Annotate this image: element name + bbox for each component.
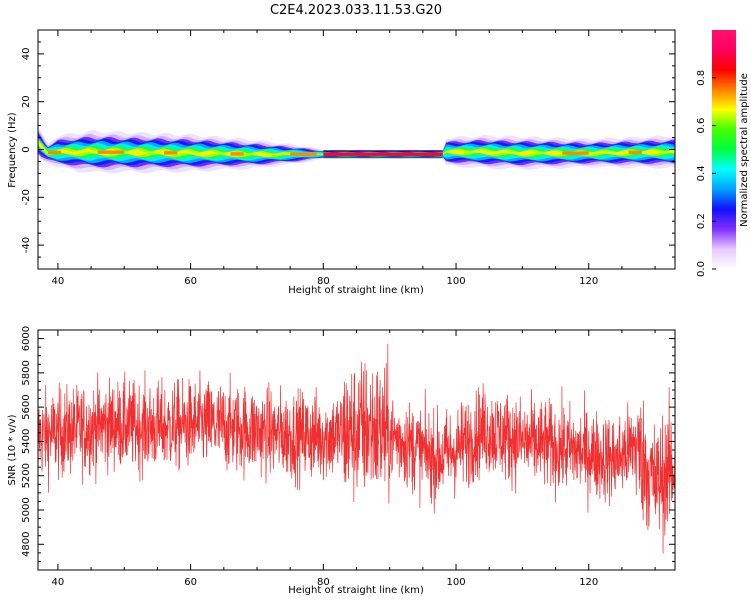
x-tick-label: 100 xyxy=(446,276,465,287)
snr-series-line xyxy=(38,343,675,554)
x-tick-label: 60 xyxy=(184,276,197,287)
colorbar-tick-label: 0.6 xyxy=(696,118,707,134)
y-tick-label: 5200 xyxy=(21,463,32,488)
x-tick-label: 120 xyxy=(579,276,598,287)
colorbar-tick-label: 0.8 xyxy=(696,70,707,86)
colorbar: 0.0 0.2 0.4 0.6 0.8 Normalized spectral ampl… xyxy=(696,30,750,277)
ridge-core xyxy=(97,150,125,154)
y-tick-label: 6000 xyxy=(21,326,32,351)
ridge-core xyxy=(47,150,62,155)
snr-y-ticks: 4800 5000 5200 5400 5600 5800 6000 xyxy=(21,326,675,571)
spectrogram-ridge xyxy=(38,128,675,174)
ridge-core xyxy=(230,152,244,156)
x-tick-label: 120 xyxy=(579,577,598,588)
spectrogram-x-label: Height of straight line (km) xyxy=(288,285,424,296)
y-tick-label: 40 xyxy=(21,48,32,61)
snr-panel: 40 60 80 100 120 4800 5000 5200 5400 5600 5800 600… xyxy=(7,326,676,596)
x-tick-label: 60 xyxy=(184,577,197,588)
spectrogram-y-label: Frequency (Hz) xyxy=(7,112,18,188)
y-tick-label: 5800 xyxy=(21,360,32,385)
spectrogram-panel: 40 60 80 100 120 -40 -20 0 20 40 Height of strai… xyxy=(7,29,676,296)
x-tick-label: 80 xyxy=(317,276,330,287)
ridge-core xyxy=(323,152,443,156)
y-tick-label: 0 xyxy=(21,146,32,152)
y-tick-label: -20 xyxy=(21,189,32,205)
y-tick-label: -40 xyxy=(21,237,32,253)
spectrogram-x-ticks: 40 60 80 100 120 xyxy=(52,30,656,287)
x-tick-label: 100 xyxy=(446,577,465,588)
spectrogram-y-ticks: -40 -20 0 20 40 xyxy=(21,29,675,270)
y-tick-label: 5000 xyxy=(21,497,32,522)
y-tick-label: 5600 xyxy=(21,394,32,419)
snr-x-label: Height of straight line (km) xyxy=(288,585,424,596)
colorbar-tick-label: 0.4 xyxy=(696,165,707,181)
ridge-core xyxy=(290,152,317,156)
colorbar-tick-label: 0.2 xyxy=(696,213,707,229)
x-tick-label: 80 xyxy=(317,577,330,588)
ridge-core xyxy=(628,150,642,155)
x-tick-label: 40 xyxy=(52,577,65,588)
colorbar-gradient xyxy=(712,30,736,269)
snr-x-ticks: 40 60 80 100 120 xyxy=(52,330,656,588)
y-tick-label: 5400 xyxy=(21,429,32,454)
y-tick-label: 20 xyxy=(21,95,32,108)
colorbar-tick-label: 0.0 xyxy=(696,261,707,277)
colorbar-ticks: 0.0 0.2 0.4 0.6 0.8 xyxy=(696,70,716,277)
x-tick-label: 40 xyxy=(52,276,65,287)
ridge-band xyxy=(38,140,675,157)
snr-y-label: SNR (10 * v/v) xyxy=(7,414,18,485)
colorbar-label: Normalized spectral amplitude xyxy=(739,73,750,227)
ridge-core xyxy=(562,151,589,155)
ridge-core xyxy=(164,151,178,155)
figure-title: C2E4.2023.033.11.53.G20 xyxy=(270,3,442,18)
y-tick-label: 4800 xyxy=(21,532,32,557)
